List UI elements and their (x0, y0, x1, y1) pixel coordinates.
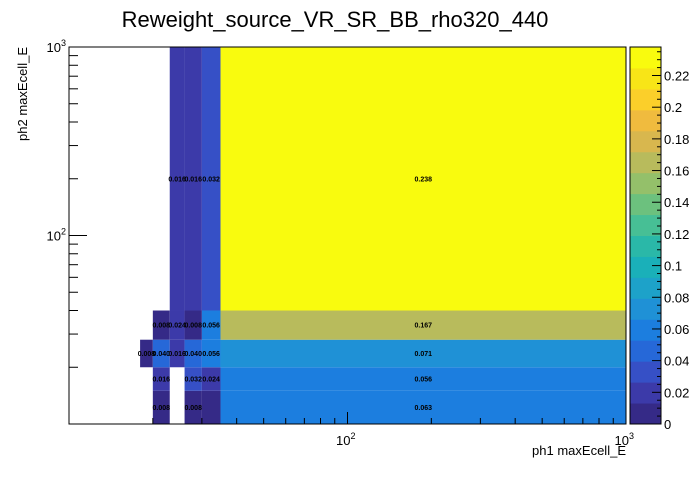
colorbar: 0 0.02 0.04 0.06 0.08 0.1 0.12 0.14 0.16 0.18 0.2 0… (629, 46, 689, 432)
x-tick-base: 10 (336, 433, 350, 448)
colorbar-band (630, 47, 661, 69)
y-tick-base: 10 (47, 229, 61, 244)
chart-title: Reweight_source_VR_SR_BB_rho320_440 (122, 7, 549, 32)
heatmap-cell (201, 339, 221, 368)
cell-value-label: 0.016 (184, 176, 202, 183)
colorbar-band (630, 340, 661, 362)
cell-value-label: 0.238 (414, 176, 432, 183)
heatmap-cell (220, 339, 626, 368)
cell-value-label: 0.056 (414, 377, 432, 384)
cell-value-label: 0.056 (202, 323, 220, 330)
cell-value-label: 0.056 (202, 351, 220, 358)
heatmap-cell (184, 310, 202, 340)
y-axis-label: ph2 maxEcell_E (15, 47, 30, 141)
colorbar-tick-label: 0.2 (664, 100, 682, 115)
cell-value-label: 0.167 (414, 323, 432, 330)
colorbar-tick-label: 0.04 (664, 354, 689, 369)
y-tick-label: 103 (47, 38, 66, 55)
x-tick-exponent: 3 (629, 431, 634, 441)
cell-value-label: 0.008 (153, 323, 171, 330)
colorbar-band (630, 172, 661, 195)
heatmap-cell (152, 390, 170, 424)
cell-value-label: 0.016 (153, 377, 171, 384)
cell-value-label: 0.024 (168, 323, 186, 330)
colorbar-band (630, 382, 661, 404)
colorbar-tick-label: 0.1 (664, 259, 682, 274)
cell-value-label: 0.008 (153, 405, 171, 412)
heatmap-cell (220, 390, 626, 424)
heatmap-cell (220, 47, 626, 311)
heatmap-cell (220, 367, 626, 391)
cell-value-label: 0.032 (184, 377, 202, 384)
x-axis-label: ph1 maxEcell_E (532, 443, 626, 458)
cell-value-label: 0.063 (414, 405, 432, 412)
heatmap-cells (140, 47, 626, 424)
heatmap-cell (169, 47, 185, 311)
colorbar-band (630, 214, 661, 236)
cell-value-label: 0.016 (168, 351, 186, 358)
x-tick-base: 10 (615, 433, 629, 448)
colorbar-band (630, 109, 661, 132)
colorbar-tick-label: 0 (664, 417, 671, 432)
colorbar-band (630, 130, 661, 153)
x-tick-label: 102 (336, 431, 355, 448)
heatmap-cell (201, 47, 221, 311)
y-tick-base: 10 (47, 40, 61, 55)
cell-value-label: 0.008 (184, 405, 202, 412)
colorbar-band (630, 88, 661, 111)
heatmap-cell (184, 390, 202, 424)
cell-value-label: 0.016 (168, 176, 186, 183)
colorbar-tick-label: 0.06 (664, 322, 689, 337)
colorbar-frame (629, 46, 662, 425)
colorbar-tick-label: 0.14 (664, 195, 689, 210)
y-tick-exponent: 3 (61, 38, 66, 48)
heatmap-cell (169, 339, 185, 368)
x-tick-exponent: 2 (350, 431, 355, 441)
colorbar-band (630, 319, 661, 341)
colorbar-band (630, 298, 661, 320)
heatmap-cell (184, 367, 202, 391)
heatmap-cell (201, 310, 221, 340)
colorbar-band (630, 67, 661, 90)
x-axis: 102 103 (68, 412, 634, 448)
heatmap-cell (152, 339, 170, 368)
cell-value-label: 0.040 (153, 351, 171, 358)
colorbar-band (630, 193, 661, 216)
colorbar-tick-label: 0.02 (664, 385, 689, 400)
cell-value-label: 0.008 (138, 351, 156, 358)
y-tick-label: 102 (47, 227, 66, 244)
heatmap-cell (220, 310, 626, 340)
colorbar-tick-label: 0.08 (664, 290, 689, 305)
colorbar-band (630, 151, 661, 174)
colorbar-tick-label: 0.18 (664, 132, 689, 147)
cell-value-label: 0.024 (202, 377, 220, 384)
colorbar-tick-label: 0.12 (664, 227, 689, 242)
colorbar-band (630, 256, 661, 278)
cell-value-label: 0.032 (202, 176, 220, 183)
heatmap-cell (152, 367, 170, 391)
cell-value-label: 0.071 (414, 351, 432, 358)
heatmap-cell (201, 367, 221, 391)
y-tick-exponent: 2 (61, 227, 66, 237)
colorbar-band (630, 235, 661, 257)
colorbar-tick-label: 0.16 (664, 164, 689, 179)
colorbar-band (630, 361, 661, 383)
colorbar-band (630, 403, 661, 425)
heatmap-cell (184, 339, 202, 368)
cell-value-label: 0.008 (184, 323, 202, 330)
heatmap-cell (184, 47, 202, 311)
colorbar-tick-label: 0.22 (664, 69, 689, 84)
colorbar-band (630, 277, 661, 299)
x-tick-label: 103 (615, 431, 634, 448)
cell-value-label: 0.040 (184, 351, 202, 358)
heatmap-cell (152, 310, 170, 340)
heatmap-cell (201, 390, 221, 424)
heatmap-cell (169, 310, 185, 340)
heatmap-cell (140, 339, 153, 368)
